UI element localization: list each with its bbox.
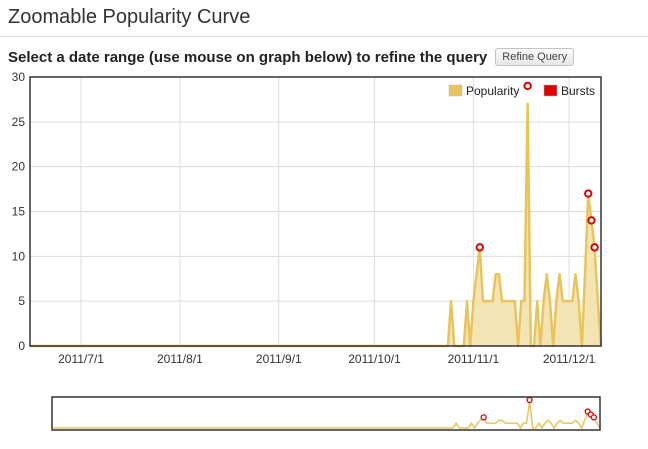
legend-swatch: [543, 84, 558, 97]
burst-point: [584, 189, 593, 198]
page-title: Zoomable Popularity Curve: [8, 6, 251, 28]
x-tick-label: 2011/10/1: [348, 352, 401, 366]
x-tick-label: 2011/7/1: [58, 352, 104, 366]
title-divider: [0, 36, 648, 37]
x-tick-label: 2011/9/1: [256, 352, 302, 366]
chart-legend: Popularity Bursts: [448, 84, 595, 98]
burst-point: [523, 81, 532, 91]
overview-burst-point: [480, 414, 487, 421]
overview-popularity-line: [52, 401, 601, 430]
plot-frame: [29, 76, 602, 347]
x-tick-label: 2011/8/1: [157, 352, 203, 366]
y-tick-label: 10: [12, 249, 26, 263]
popularity-chart[interactable]: 0 5 10 15 20 25 30 2011/7/1 2011/8/1 2011/9/1 2011…: [0, 66, 648, 378]
popularity-line: [30, 102, 603, 348]
y-tick-label: 15: [12, 205, 26, 219]
popularity-area: [30, 103, 601, 347]
x-tick-label: 2011/11/1: [448, 352, 500, 366]
date-range-instruction: Select a date range (use mouse on graph …: [8, 48, 488, 66]
x-tick-label: 2011/12/1: [543, 352, 596, 366]
refine-query-button[interactable]: Refine Query: [495, 48, 575, 66]
burst-point: [590, 243, 599, 252]
y-tick-label: 20: [12, 160, 26, 174]
legend-label: Popularity: [466, 84, 519, 98]
overview-frame: [51, 396, 601, 431]
legend-label: Bursts: [561, 84, 595, 98]
overview-burst-point: [526, 396, 533, 404]
y-tick-label: 30: [12, 70, 26, 84]
legend-swatch: [448, 84, 463, 97]
query-prompt-row: Select a date range (use mouse on graph …: [8, 46, 575, 68]
overview-range-selector[interactable]: [0, 388, 648, 436]
overview-burst-point: [590, 414, 598, 421]
y-tick-label: 25: [12, 115, 26, 129]
y-tick-label: 5: [18, 294, 25, 308]
burst-point: [475, 243, 484, 252]
burst-point: [587, 216, 596, 225]
y-tick-label: 0: [18, 339, 25, 353]
